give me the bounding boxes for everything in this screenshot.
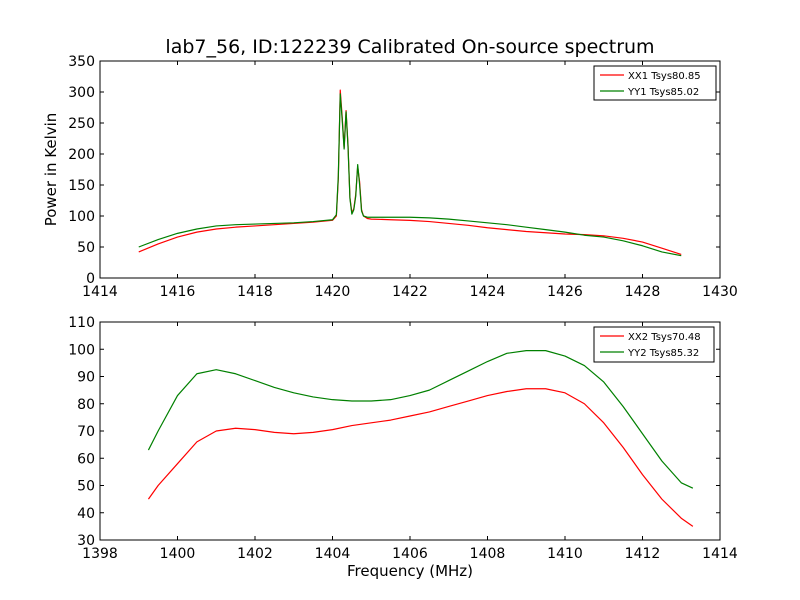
top-y-tick-label: 100 — [68, 209, 95, 225]
bottom-x-tick-label: 1404 — [315, 546, 351, 562]
top-legend: XX1 Tsys80.85 YY1 Tsys85.02 — [593, 65, 717, 101]
top-x-tick-label: 1428 — [625, 284, 661, 300]
top-series-line-0 — [138, 89, 682, 256]
top-y-tick-label: 350 — [68, 54, 95, 70]
bottom-x-tick-label: 1414 — [702, 546, 738, 562]
top-y-tick-label: 250 — [68, 116, 95, 132]
top-legend-label: YY1 Tsys85.02 — [627, 87, 699, 98]
bottom-series-line-0 — [147, 388, 694, 527]
top-y-tick-label: 0 — [86, 271, 95, 287]
bottom-y-tick-label: 30 — [77, 533, 95, 549]
bottom-x-tick-label: 1402 — [237, 546, 273, 562]
bottom-series-line-1 — [147, 350, 694, 489]
chart-title: lab7_56, ID:122239 Calibrated On-source … — [165, 36, 654, 58]
bottom-x-tick-label: 1412 — [625, 546, 661, 562]
top-x-tick-label: 1420 — [315, 284, 351, 300]
top-x-tick-label: 1422 — [392, 284, 428, 300]
top-y-tick-label: 300 — [68, 85, 95, 101]
bottom-legend: XX2 Tsys70.48 YY2 Tsys85.32 — [593, 326, 715, 363]
top-x-tick-label: 1424 — [470, 284, 506, 300]
bottom-y-tick-label: 70 — [77, 424, 95, 440]
bottom-x-tick-label: 1410 — [547, 546, 583, 562]
bottom-y-tick-label: 50 — [77, 479, 95, 495]
top-legend-label: XX1 Tsys80.85 — [628, 71, 701, 82]
bottom-y-tick-label: 100 — [68, 342, 95, 358]
bottom-legend-box — [593, 326, 715, 363]
bottom-x-tick-label: 1400 — [160, 546, 196, 562]
top-y-tick-label: 200 — [68, 147, 95, 163]
top-spectrum-panel: 1414 1416 1418 1420 1422 1424 1426 1428 1430 0 50 1… — [42, 54, 738, 300]
top-x-tick-label: 1426 — [547, 284, 583, 300]
top-x-tick-label: 1414 — [82, 284, 118, 300]
bottom-y-tick-label: 80 — [77, 397, 95, 413]
bottom-x-tick-label: 1398 — [82, 546, 118, 562]
top-y-tick-label: 150 — [68, 178, 95, 194]
top-x-tick-label: 1430 — [702, 284, 738, 300]
bottom-x-tick-label: 1408 — [470, 546, 506, 562]
bottom-x-axis-label: Frequency (MHz) — [347, 562, 473, 580]
top-legend-box — [593, 65, 717, 101]
top-x-tick-label: 1416 — [160, 284, 196, 300]
bottom-spectrum-panel: 1398 1400 1402 1404 1406 1408 1410 1412 1414 30 40… — [68, 315, 738, 580]
bottom-x-tick-label: 1406 — [392, 546, 428, 562]
bottom-legend-label: YY2 Tsys85.32 — [627, 348, 699, 359]
bottom-y-tick-label: 110 — [68, 315, 95, 331]
bottom-y-tick-label: 90 — [77, 370, 95, 386]
bottom-y-tick-label: 60 — [77, 451, 95, 467]
top-x-tick-label: 1418 — [237, 284, 273, 300]
top-y-axis-label: Power in Kelvin — [42, 113, 60, 227]
top-y-tick-label: 50 — [77, 240, 95, 256]
top-series-line-1 — [138, 93, 682, 257]
bottom-y-tick-label: 40 — [77, 506, 95, 522]
bottom-legend-label: XX2 Tsys70.48 — [628, 332, 701, 343]
